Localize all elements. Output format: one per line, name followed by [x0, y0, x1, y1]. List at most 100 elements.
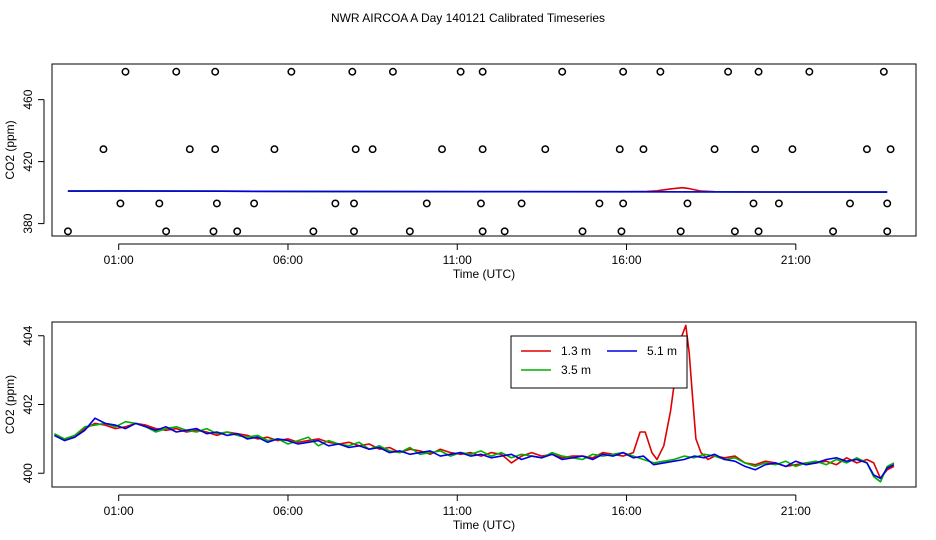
- reference-point: [478, 145, 487, 154]
- reference-point: [541, 145, 550, 154]
- x-tick-label: 06:00: [273, 253, 303, 267]
- reference-point: [500, 227, 509, 236]
- reference-point: [617, 227, 626, 236]
- x-tick-label: 01:00: [104, 504, 134, 518]
- plot-area: [63, 67, 895, 236]
- reference-point: [754, 67, 763, 76]
- y-tick-label: 380: [21, 213, 35, 233]
- reference-point: [710, 145, 719, 154]
- x-tick-label: 16:00: [612, 253, 642, 267]
- reference-point: [209, 227, 218, 236]
- reference-point: [751, 145, 760, 154]
- y-tick-label: 420: [21, 151, 35, 171]
- reference-point: [172, 67, 181, 76]
- reference-point: [351, 145, 360, 154]
- reference-point: [517, 199, 526, 208]
- reference-point: [788, 145, 797, 154]
- reference-point: [477, 199, 485, 208]
- reference-point: [683, 199, 692, 208]
- reference-point: [185, 145, 194, 154]
- x-tick-label: 06:00: [273, 504, 303, 518]
- y-tick-label: 404: [21, 325, 35, 345]
- reference-point: [879, 67, 888, 76]
- panel-bottom-timeseries: 01:00 06:00 11:00 16:00 21:00 Time (UTC) 400 40…: [3, 321, 917, 532]
- reference-point: [331, 199, 340, 208]
- reference-point: [233, 227, 242, 236]
- y-tick-label: 460: [21, 89, 35, 109]
- reference-point: [405, 227, 414, 236]
- reference-point: [558, 67, 567, 76]
- reference-point: [211, 145, 220, 154]
- reference-point: [350, 199, 358, 208]
- reference-point: [656, 67, 665, 76]
- series-line-5-1-m: [67, 190, 888, 193]
- x-axis-label: Time (UTC): [453, 518, 515, 532]
- reference-point: [886, 145, 895, 154]
- plot-frame: [51, 63, 917, 237]
- reference-point: [724, 67, 733, 76]
- reference-point: [883, 199, 892, 208]
- reference-point: [368, 145, 377, 154]
- reference-point: [749, 199, 758, 208]
- reference-point: [287, 67, 296, 76]
- reference-point: [309, 227, 318, 236]
- reference-point: [730, 227, 739, 236]
- reference-point: [250, 199, 259, 208]
- reference-point: [774, 199, 783, 208]
- reference-point: [348, 67, 357, 76]
- reference-point: [350, 227, 358, 236]
- y-axis-label: CO2 (ppm): [3, 120, 17, 179]
- reference-point: [883, 227, 892, 236]
- x-tick-label: 16:00: [612, 504, 642, 518]
- plot-area: [54, 324, 895, 483]
- x-tick-label: 21:00: [781, 253, 811, 267]
- reference-point: [121, 67, 130, 76]
- reference-point: [99, 145, 108, 154]
- legend: 1.3 m 3.5 m 5.1 m: [510, 335, 688, 389]
- reference-point: [754, 227, 763, 236]
- series-line-1-3-m: [54, 324, 895, 480]
- reference-point: [578, 227, 587, 236]
- reference-point: [212, 199, 221, 208]
- reference-point: [422, 199, 431, 208]
- reference-point: [155, 199, 164, 208]
- reference-point: [388, 67, 397, 76]
- reference-point: [162, 227, 171, 236]
- x-tick-label: 21:00: [781, 504, 811, 518]
- reference-point: [116, 199, 125, 208]
- plot-frame: [51, 321, 917, 488]
- legend-label: 3.5 m: [561, 363, 591, 377]
- reference-point: [619, 199, 628, 208]
- reference-point: [829, 227, 838, 236]
- reference-point: [270, 145, 279, 154]
- reference-point: [639, 145, 648, 154]
- reference-point: [676, 227, 685, 236]
- reference-point: [63, 227, 72, 236]
- reference-point: [211, 67, 220, 76]
- reference-point: [456, 67, 465, 76]
- x-tick-label: 11:00: [443, 504, 472, 518]
- reference-point: [862, 145, 871, 154]
- reference-point: [478, 67, 487, 76]
- legend-box: [510, 335, 688, 389]
- legend-label: 5.1 m: [647, 344, 677, 358]
- y-axis-label: CO2 (ppm): [3, 375, 17, 434]
- figure-title: NWR AIRCOA A Day 140121 Calibrated Times…: [331, 11, 605, 25]
- reference-point: [438, 145, 446, 154]
- reference-point: [846, 199, 854, 208]
- legend-label: 1.3 m: [561, 344, 591, 358]
- x-tick-label: 11:00: [443, 253, 472, 267]
- y-tick-label: 402: [21, 394, 35, 414]
- reference-point: [478, 227, 487, 236]
- series-line-5-1-m: [54, 417, 895, 480]
- reference-point: [619, 67, 628, 76]
- x-tick-label: 01:00: [104, 253, 134, 267]
- reference-point: [615, 145, 624, 154]
- series-line-3-5-m: [54, 420, 895, 483]
- reference-point: [805, 67, 814, 76]
- reference-point: [595, 199, 604, 208]
- panel-top-calibration: 01:00 06:00 11:00 16:00 21:00 Time (UTC) 380 42…: [3, 63, 917, 281]
- y-tick-label: 400: [21, 463, 35, 483]
- x-axis-label: Time (UTC): [453, 267, 515, 281]
